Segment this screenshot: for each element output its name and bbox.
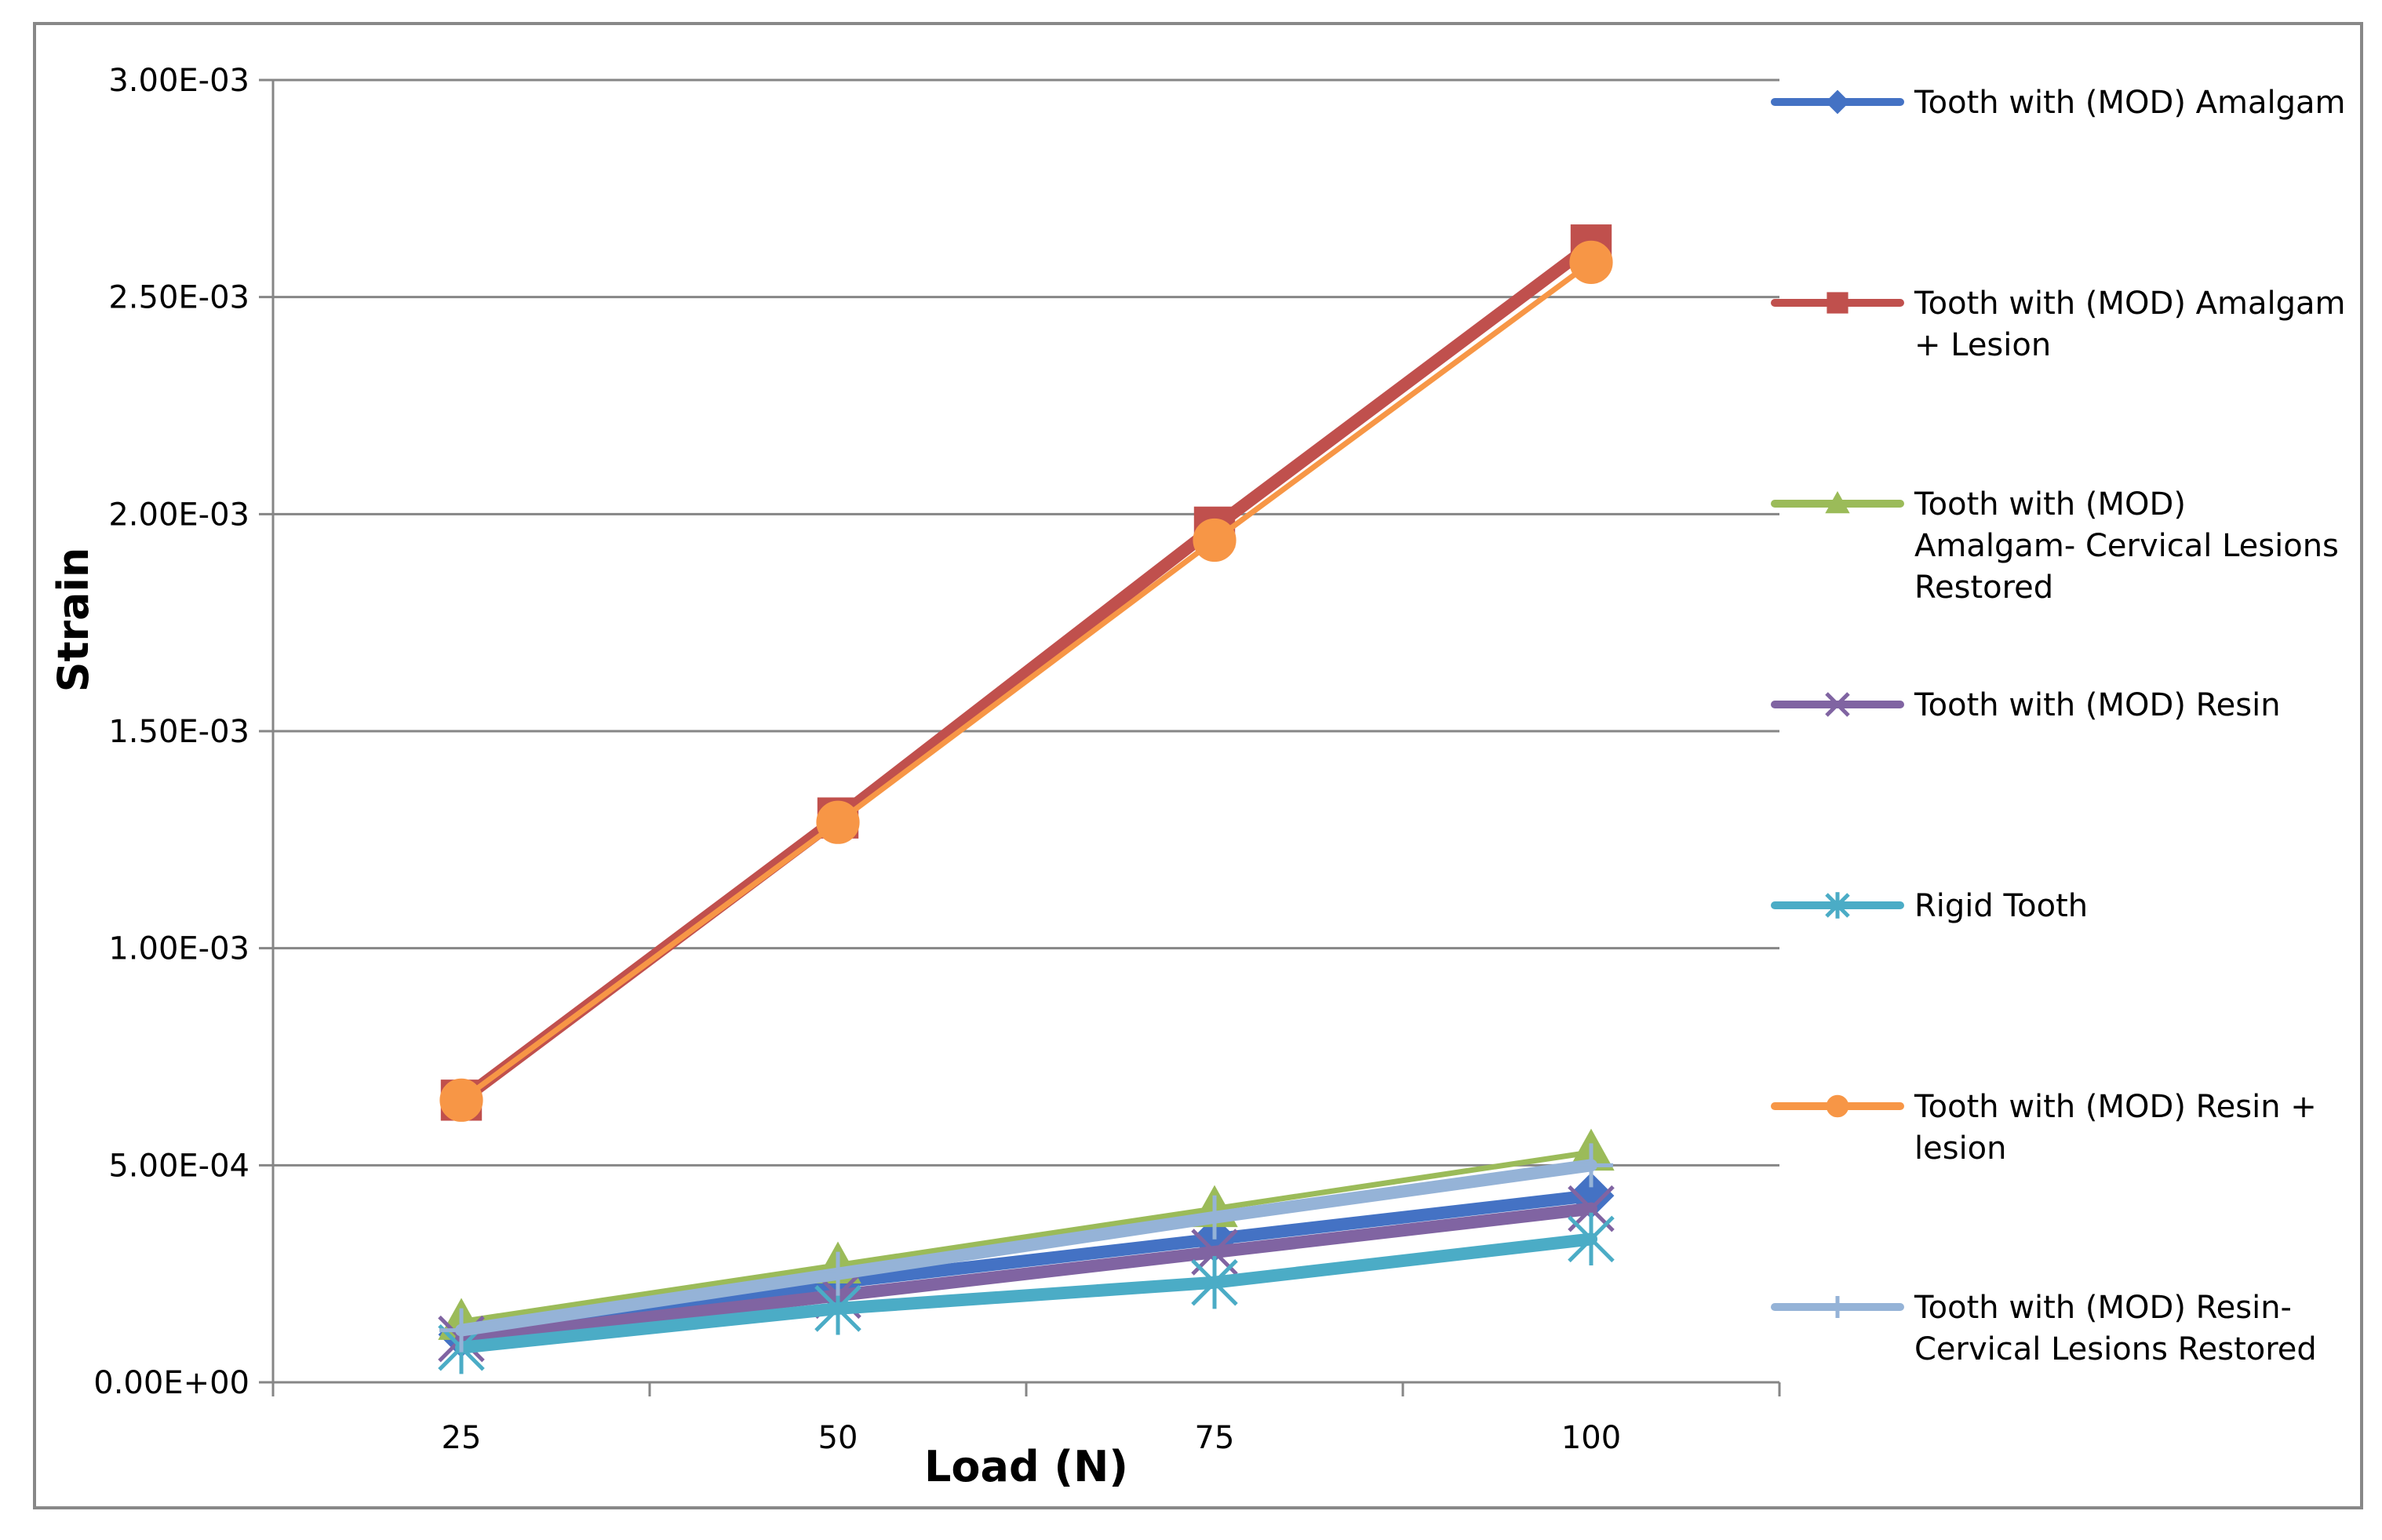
marker-shape <box>1826 1094 1849 1118</box>
y-tick-label: 2.00E-03 <box>108 497 249 533</box>
legend-item-5: Rigid Tooth <box>1771 888 2088 924</box>
y-tick-label: 0.00E+00 <box>93 1365 249 1401</box>
series-line <box>458 1149 1594 1325</box>
data-point <box>1191 1256 1238 1309</box>
y-tick-label: 3.00E-03 <box>108 63 249 99</box>
marker-shape <box>1825 490 1850 514</box>
data-point <box>1193 518 1237 562</box>
data-point <box>439 1308 483 1353</box>
axes: 0.00E+00 5.00E-04 1.00E-03 1.50E-03 2.00E-03… <box>93 63 1781 1456</box>
series-line <box>455 1202 1597 1345</box>
legend-label: Tooth with (MOD) Resin + <box>1914 1089 2317 1125</box>
series-6 <box>439 240 1613 1122</box>
series-line <box>455 1189 1597 1342</box>
data-point <box>1193 1195 1237 1240</box>
x-axis-title: Load (N) <box>924 1442 1128 1491</box>
legend-swatch-marker <box>1827 292 1848 314</box>
marker-shape <box>816 800 860 844</box>
legend-item-4: Tooth with (MOD) Resin <box>1771 687 2281 723</box>
y-tick-label: 2.50E-03 <box>108 280 249 316</box>
legend-swatch-marker <box>1825 89 1850 115</box>
y-axis-title: Strain <box>49 548 98 693</box>
data-point <box>1568 1212 1615 1265</box>
x-tick-label: 50 <box>818 1420 858 1456</box>
series-line <box>458 259 1594 1103</box>
data-point <box>816 1251 860 1296</box>
legend-swatch-marker <box>1825 490 1850 514</box>
x-tick-label: 25 <box>442 1420 482 1456</box>
marker-shape <box>1825 89 1850 115</box>
legend-swatch-marker <box>1825 892 1850 919</box>
data-series <box>438 224 1615 1374</box>
x-tick-label: 75 <box>1195 1420 1235 1456</box>
legend-swatch-marker <box>1827 1296 1848 1318</box>
marker-shape <box>439 1078 483 1122</box>
gridlines <box>273 78 1779 1167</box>
chart-frame <box>33 22 2363 1509</box>
legend-item-2: Tooth with (MOD) Amalgam + Lesion <box>1771 286 2345 363</box>
marker-shape <box>1569 240 1613 284</box>
legend-swatch-marker <box>1826 1094 1849 1118</box>
legend-label: Restored <box>1914 570 2053 606</box>
series-7 <box>439 1143 1613 1353</box>
legend-label: lesion <box>1914 1130 2007 1167</box>
legend-label: Amalgam- Cervical Lesions <box>1914 528 2339 564</box>
legend-item-6: Tooth with (MOD) Resin + lesion <box>1771 1089 2317 1167</box>
data-point <box>816 800 860 844</box>
data-point <box>1569 1143 1613 1188</box>
legend-item-7: Tooth with (MOD) Resin- Cervical Lesions … <box>1771 1290 2317 1367</box>
marker-shape <box>1827 292 1848 314</box>
legend-label: Tooth with (MOD) <box>1914 486 2186 522</box>
x-tick-label: 100 <box>1561 1420 1621 1456</box>
legend-label: + Lesion <box>1914 327 2051 363</box>
legend-label: Tooth with (MOD) Amalgam <box>1914 85 2345 121</box>
legend-label: Tooth with (MOD) Resin <box>1914 687 2281 723</box>
y-tick-label: 5.00E-04 <box>108 1148 249 1184</box>
series-line <box>455 1232 1597 1354</box>
legend-label: Tooth with (MOD) Resin- <box>1914 1290 2292 1326</box>
legend-label: Rigid Tooth <box>1914 888 2088 924</box>
y-tick-label: 1.50E-03 <box>108 714 249 750</box>
marker-shape <box>1193 518 1237 562</box>
data-point <box>1569 240 1613 284</box>
data-point <box>439 1078 483 1122</box>
legend-item-1: Tooth with (MOD) Amalgam <box>1771 85 2345 121</box>
legend-swatch-marker <box>1825 692 1850 717</box>
y-tick-label: 1.00E-03 <box>108 931 249 967</box>
legend-label: Tooth with (MOD) Amalgam <box>1914 286 2345 322</box>
series-line <box>455 1159 1597 1337</box>
legend-item-3: Tooth with (MOD) Amalgam- Cervical Lesion… <box>1771 486 2339 606</box>
marker-shape <box>1825 692 1850 717</box>
legend-label: Cervical Lesions Restored <box>1914 1331 2317 1367</box>
